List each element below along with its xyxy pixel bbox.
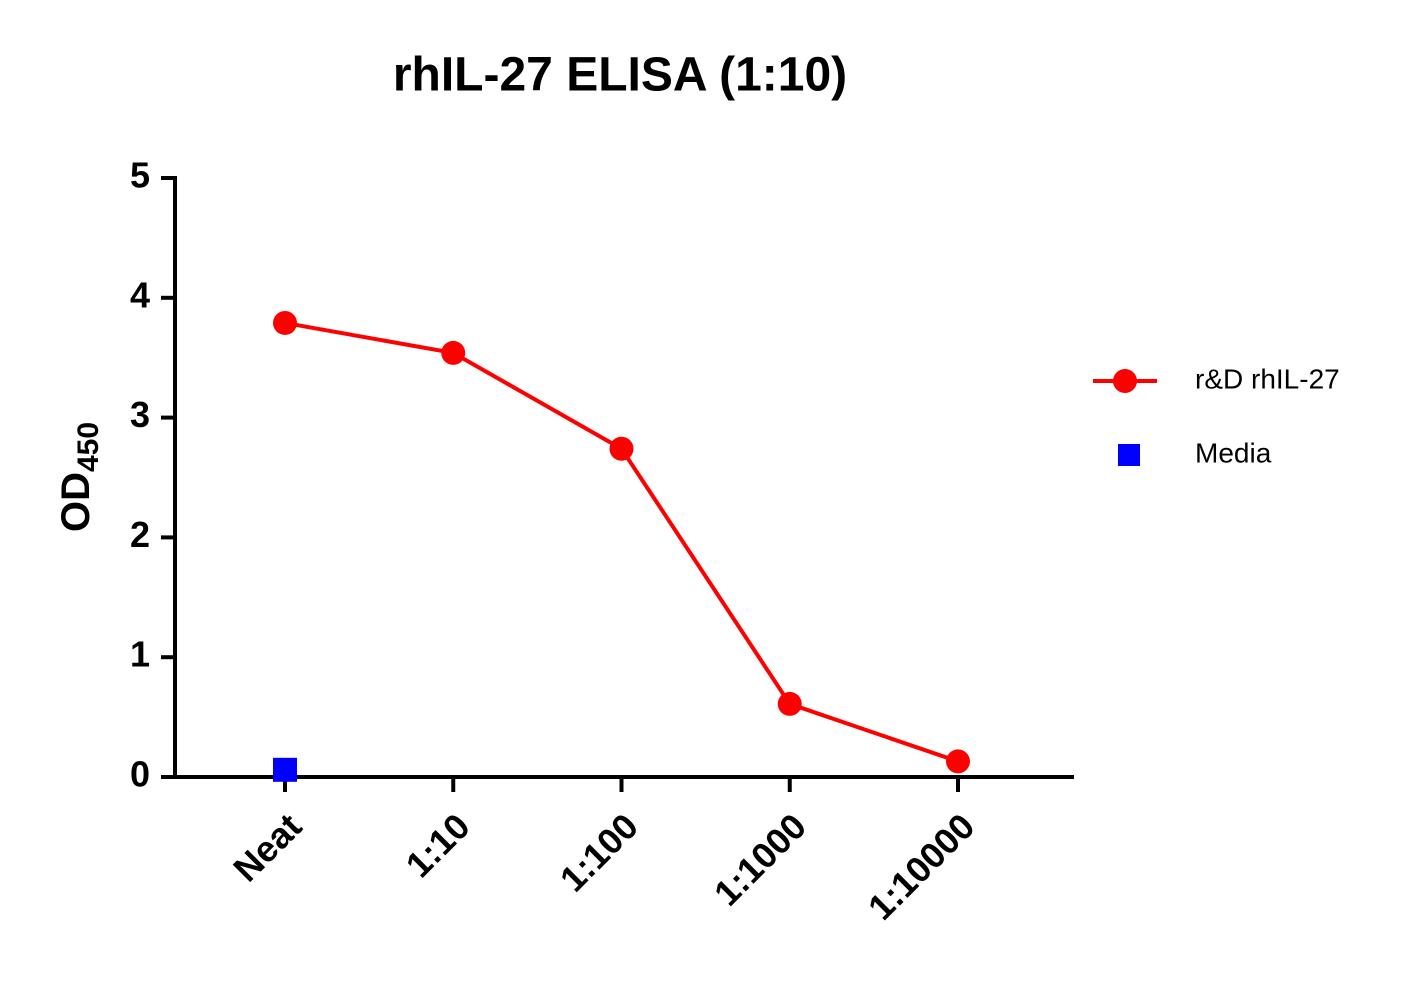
y-tick-label: 3 (130, 394, 150, 435)
data-point (441, 340, 466, 365)
legend-label: Media (1195, 437, 1272, 468)
y-axis-label: OD450 (54, 422, 105, 532)
data-point (777, 691, 802, 716)
x-tick-label: Neat (225, 805, 309, 889)
y-tick-label: 4 (130, 274, 150, 315)
data-point (609, 436, 634, 461)
y-tick-label: 1 (130, 634, 150, 675)
x-tick-label: 1:1000 (706, 805, 814, 913)
data-point (946, 749, 970, 774)
y-tick-label: 2 (130, 514, 150, 555)
data-point (273, 757, 297, 782)
data-point (273, 310, 297, 335)
x-tick-label: 1:100 (552, 805, 646, 899)
legend-marker (1118, 444, 1140, 466)
legend-label: r&D rhIL-27 (1195, 363, 1340, 394)
y-tick-label: 5 (130, 155, 150, 196)
y-tick-label: 0 (130, 754, 150, 795)
series-line (284, 320, 959, 764)
y-label-main: OD (54, 472, 98, 532)
chart-title: rhIL-27 ELISA (1:10) (393, 49, 847, 102)
x-tick-label: 1:10000 (860, 805, 982, 927)
legend-marker (1113, 369, 1137, 393)
x-tick-label: 1:10 (398, 805, 478, 885)
y-label-subscript: 450 (72, 422, 105, 472)
